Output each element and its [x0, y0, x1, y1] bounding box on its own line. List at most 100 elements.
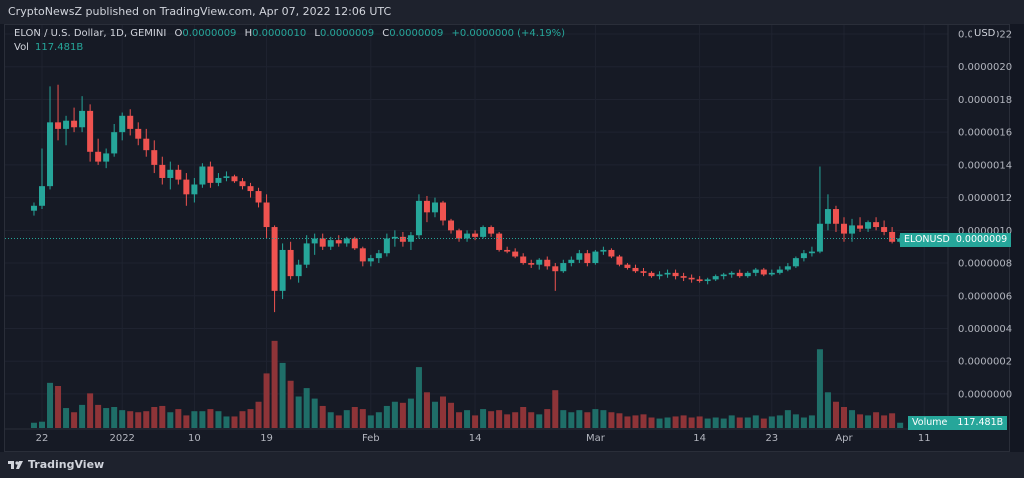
volume-bar — [271, 340, 278, 428]
time-axis: 22 2022 10 19 Feb 14 Mar 14 23 Apr 11 — [36, 433, 931, 444]
volume-bar — [159, 405, 166, 428]
volume-bar — [664, 417, 671, 428]
volume-bar — [415, 367, 422, 428]
candle-body — [111, 132, 118, 154]
candle-body — [656, 274, 663, 277]
brand-name: TradingView — [28, 458, 105, 471]
candle-body — [87, 110, 94, 152]
candle-body — [760, 269, 767, 275]
volume-bar — [375, 412, 382, 428]
candle-body — [728, 272, 735, 275]
y-tick-label: 0.0000004 — [958, 324, 1012, 335]
volume-bar — [536, 414, 543, 428]
candle-body — [375, 253, 382, 259]
volume-bar — [464, 410, 471, 428]
volume-bar — [720, 418, 727, 428]
candle-body — [536, 259, 543, 265]
volume-bar — [849, 410, 856, 428]
volume-bar — [383, 405, 390, 428]
candle-body — [143, 138, 150, 151]
low-value: 0.0000009 — [319, 28, 375, 39]
volume-bar — [680, 415, 687, 428]
candle-body — [159, 164, 166, 178]
volume-bar — [295, 396, 302, 428]
candle-body — [103, 153, 110, 162]
open-label: O — [174, 28, 183, 39]
candle-body — [327, 240, 334, 247]
candle-body — [865, 222, 872, 229]
candle-body — [39, 186, 45, 206]
volume-bar — [47, 382, 54, 428]
volume-bar — [744, 417, 751, 428]
volume-bar — [63, 408, 70, 428]
volume-bar — [568, 412, 575, 428]
candle-body — [456, 230, 463, 239]
candle-body — [568, 259, 575, 264]
candle-body — [488, 227, 495, 234]
volume-bar — [768, 416, 775, 428]
candle-body — [271, 227, 278, 291]
volume-bar — [584, 412, 591, 428]
volume-bar — [881, 415, 888, 428]
volume-bar — [440, 396, 446, 428]
candle-body — [889, 231, 896, 242]
candle-body — [399, 236, 406, 242]
volume-bar — [135, 412, 142, 428]
volume-bar — [287, 380, 294, 428]
chart-grid — [5, 25, 948, 429]
volume-bar — [143, 411, 150, 428]
candle-body — [223, 176, 230, 178]
candle-body — [472, 233, 479, 237]
volume-bar — [151, 407, 158, 428]
candle-body — [680, 276, 687, 278]
candle-body — [608, 249, 615, 257]
candle-body — [616, 256, 623, 265]
candle-body — [55, 122, 62, 129]
volume-bar — [431, 401, 438, 428]
candle-body — [816, 223, 823, 252]
y-tick-label: 0.0000012 — [958, 193, 1012, 204]
candle-body — [415, 200, 422, 236]
volume-legend: Vol 117.481B — [14, 42, 83, 53]
candle-body — [504, 249, 511, 252]
volume-bar — [816, 349, 823, 428]
price-candles — [30, 84, 904, 313]
volume-bar — [456, 412, 463, 428]
candle-body — [857, 225, 864, 229]
volume-bar — [792, 414, 799, 428]
volume-bar — [640, 414, 647, 428]
volume-bar — [303, 388, 310, 428]
currency-label[interactable]: USD — [972, 28, 998, 39]
candle-body — [496, 233, 503, 250]
candle-body — [704, 279, 711, 282]
candle-body — [752, 269, 759, 273]
volume-bar — [103, 408, 110, 428]
candle-body — [119, 115, 126, 133]
candle-body — [632, 267, 639, 272]
candle-body — [287, 249, 294, 277]
volume-value: 117.481B — [34, 42, 84, 53]
volume-bar — [247, 409, 254, 428]
volume-bar — [199, 411, 206, 428]
tradingview-brand[interactable]: TradingView — [8, 458, 104, 471]
candle-body — [520, 256, 527, 264]
volume-bar — [776, 415, 783, 428]
volume-bar — [728, 415, 735, 428]
close-value: 0.0000009 — [389, 28, 444, 39]
volume-bar — [215, 411, 222, 428]
candle-body — [832, 209, 839, 224]
volume-bar — [616, 413, 623, 428]
high-value: 0.0000010 — [252, 28, 307, 39]
candle-body — [30, 205, 37, 211]
candle-body — [440, 202, 446, 221]
volume-bar — [552, 390, 559, 428]
candle-body — [824, 209, 831, 224]
volume-bar — [624, 416, 631, 428]
candle-body — [736, 272, 743, 277]
volume-bar — [544, 409, 551, 428]
volume-bar — [472, 415, 479, 428]
candle-body — [464, 233, 471, 239]
candle-body — [63, 120, 70, 129]
x-tick-label: 23 — [765, 433, 778, 444]
